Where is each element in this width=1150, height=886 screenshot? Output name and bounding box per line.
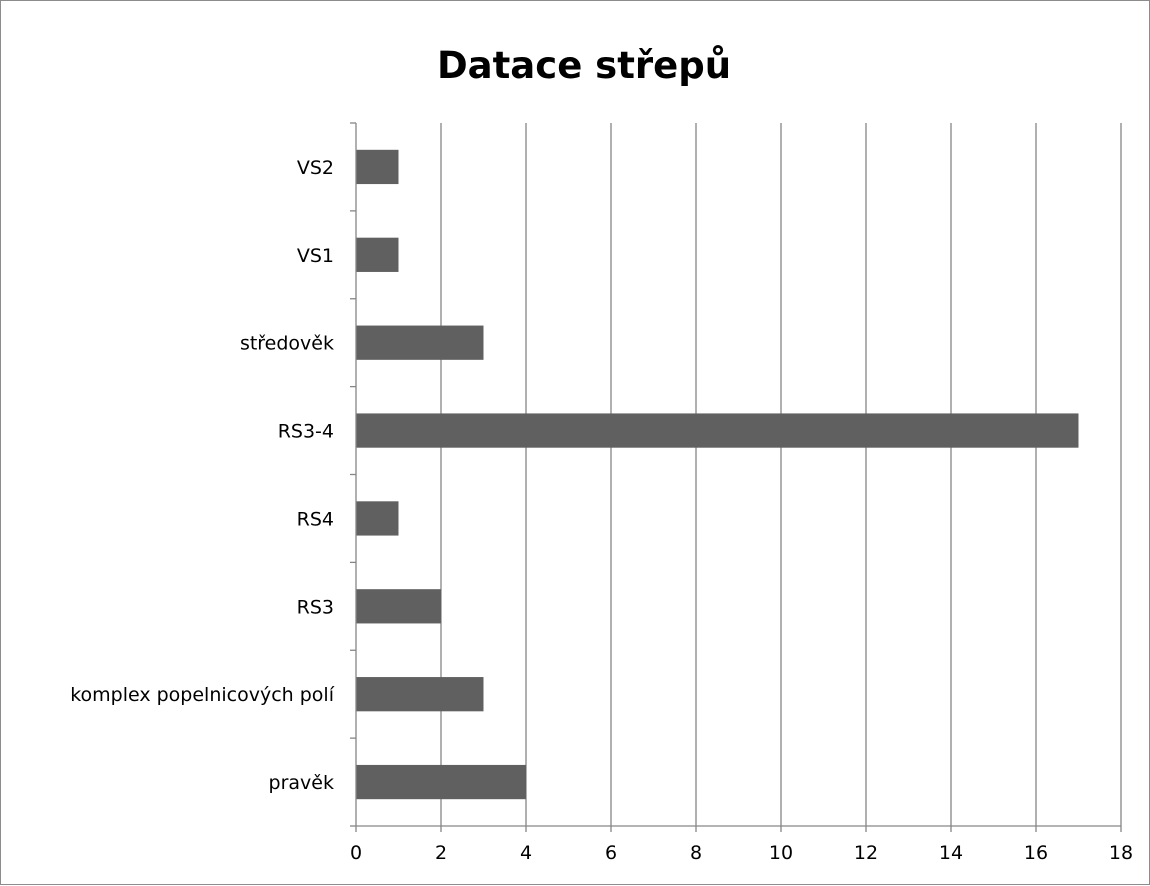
category-label: VS1 bbox=[297, 245, 334, 267]
x-tick-label: 8 bbox=[690, 842, 702, 864]
x-tick-label: 10 bbox=[769, 842, 793, 864]
bars bbox=[356, 149, 1079, 800]
bar bbox=[356, 501, 399, 536]
category-label: RS3-4 bbox=[278, 421, 334, 443]
category-label: RS4 bbox=[297, 508, 334, 530]
x-tick-label: 0 bbox=[350, 842, 362, 864]
x-tick-label: 18 bbox=[1109, 842, 1133, 864]
category-label: komplex popelnicových polí bbox=[70, 684, 335, 706]
category-label: RS3 bbox=[297, 596, 334, 618]
category-label: pravěk bbox=[269, 772, 334, 794]
category-label: středověk bbox=[240, 333, 334, 355]
x-tick-labels: 0 2 4 6 8 10 12 14 16 18 bbox=[350, 842, 1133, 864]
x-tick-label: 6 bbox=[605, 842, 617, 864]
x-tick-label: 12 bbox=[854, 842, 878, 864]
gridlines bbox=[440, 123, 1122, 826]
category-labels: pravěk komplex popelnicových polí RS3 RS4 RS… bbox=[70, 157, 335, 794]
x-tick-label: 16 bbox=[1024, 842, 1048, 864]
bar bbox=[356, 237, 399, 272]
bar bbox=[356, 677, 484, 712]
bar bbox=[356, 325, 484, 360]
chart-title: Datace střepů bbox=[437, 44, 731, 87]
bar bbox=[356, 764, 526, 800]
bar bbox=[356, 149, 399, 185]
x-tick-label: 2 bbox=[435, 842, 447, 864]
axes bbox=[350, 122, 1122, 832]
x-tick-label: 4 bbox=[520, 842, 532, 864]
bar bbox=[356, 413, 1079, 448]
x-tick-label: 14 bbox=[939, 842, 963, 864]
category-label: VS2 bbox=[297, 157, 334, 179]
bar bbox=[356, 589, 441, 624]
